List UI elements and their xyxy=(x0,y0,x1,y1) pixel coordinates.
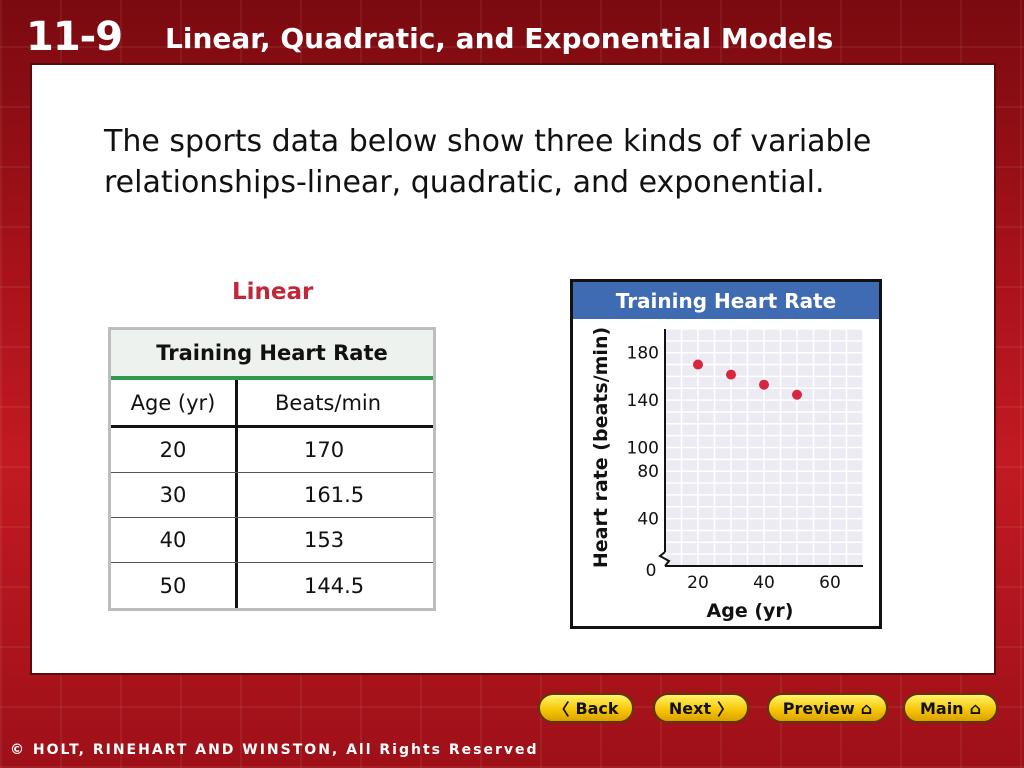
origin-label: 0 xyxy=(646,561,657,581)
table-header-row: Age (yr) Beats/min xyxy=(111,380,433,428)
next-button[interactable]: Next 〉 xyxy=(653,693,749,723)
x-tick-label: 60 xyxy=(819,573,841,593)
section-label: Linear xyxy=(232,279,314,305)
x-tick-label: 20 xyxy=(687,573,709,593)
table-row: 40 153 xyxy=(111,518,433,563)
table-row: 30 161.5 xyxy=(111,473,433,518)
copyright-footer: © HOLT, RINEHART AND WINSTON, All Rights… xyxy=(10,742,539,758)
table-cell-age: 20 xyxy=(111,428,238,472)
chevron-left-icon: 〈 xyxy=(553,700,570,719)
x-axis-label: Age (yr) xyxy=(707,600,794,622)
data-point xyxy=(726,369,736,380)
home-icon: ⌂ xyxy=(860,698,873,718)
back-label: Back xyxy=(575,698,619,718)
y-tick-label: 140 xyxy=(627,391,659,411)
y-tick-label: 180 xyxy=(627,344,659,364)
lesson-number: 11-9 xyxy=(26,14,123,60)
table-row: 50 144.5 xyxy=(111,563,433,608)
intro-text: The sports data below show three kinds o… xyxy=(104,124,872,200)
y-tick-label: 80 xyxy=(637,462,659,482)
preview-label: Preview xyxy=(782,698,855,718)
data-point xyxy=(792,389,802,400)
chart-title: Training Heart Rate xyxy=(573,282,879,319)
axis-break xyxy=(658,551,671,567)
main-button[interactable]: Main ⌂ xyxy=(903,693,998,723)
lesson-title: Linear, Quadratic, and Exponential Model… xyxy=(165,22,834,55)
preview-button[interactable]: Preview ⌂ xyxy=(767,693,888,723)
table-cell-beats: 170 xyxy=(304,438,345,462)
column-header-age: Age (yr) xyxy=(111,380,238,425)
home-icon: ⌂ xyxy=(969,698,982,718)
y-tick-label: 40 xyxy=(637,510,659,530)
table-cell-beats: 144.5 xyxy=(304,573,365,598)
y-tick-label: 100 xyxy=(627,439,659,459)
data-point xyxy=(693,359,703,370)
table-cell-age: 30 xyxy=(111,473,238,517)
next-label: Next xyxy=(668,698,712,718)
table-title: Training Heart Rate xyxy=(111,330,433,380)
column-header-beats: Beats/min xyxy=(275,390,382,415)
table-cell-beats: 161.5 xyxy=(304,483,365,507)
chevron-right-icon: 〉 xyxy=(717,700,734,719)
heart-rate-graph: Training Heart Rate 20 40 60 40 80 100 140 180 0… xyxy=(570,279,882,629)
table-cell-age: 40 xyxy=(111,518,238,562)
x-tick-label: 40 xyxy=(753,573,775,593)
heart-rate-table: Training Heart Rate Age (yr) Beats/min 2… xyxy=(108,327,436,611)
content-panel: The sports data below show three kinds o… xyxy=(30,63,996,675)
data-point xyxy=(759,379,769,390)
y-axis-label: Heart rate (beats/min) xyxy=(590,327,612,568)
table-cell-age: 50 xyxy=(111,563,238,608)
table-cell-beats: 153 xyxy=(304,528,345,552)
back-button[interactable]: 〈 Back xyxy=(538,693,634,723)
table-row: 20 170 xyxy=(111,428,433,473)
slide-header: 11-9 Linear, Quadratic, and Exponential … xyxy=(0,0,1024,62)
chart-plot: 20 40 60 40 80 100 140 180 0 Age (yr) Heart rate (… xyxy=(590,327,864,622)
main-label: Main xyxy=(919,698,964,718)
